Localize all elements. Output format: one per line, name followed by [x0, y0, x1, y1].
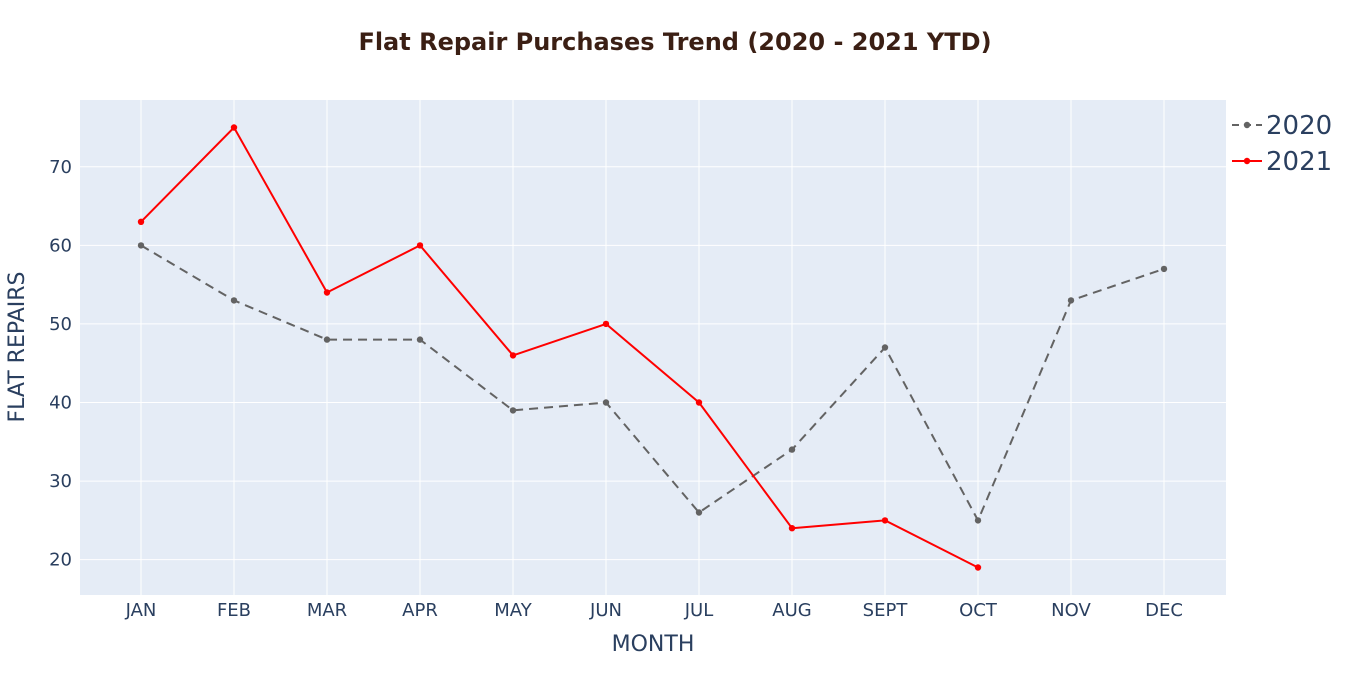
- x-axis-ticks: JAN FEB MAR APR MAY JUN JUL AUG SEPT OCT NOV DEC: [125, 600, 1183, 621]
- data-point-2020[interactable]: [509, 407, 517, 414]
- series-2021: [137, 124, 982, 571]
- series-layer: [137, 124, 1168, 571]
- series-2020: [137, 242, 1168, 524]
- data-point-2021[interactable]: [695, 399, 703, 406]
- x-tick-label: APR: [402, 600, 438, 621]
- legend-marker: [1243, 157, 1251, 165]
- series-line-2020: [140, 244, 1165, 522]
- x-tick-label: JUL: [684, 600, 714, 621]
- x-tick-label: JUN: [589, 600, 622, 621]
- y-tick-label: 70: [49, 157, 72, 178]
- x-tick-label: DEC: [1145, 600, 1183, 621]
- data-point-2021[interactable]: [881, 517, 889, 524]
- y-tick-label: 40: [49, 393, 72, 414]
- grid-lines: [80, 100, 1226, 595]
- data-point-2021[interactable]: [230, 124, 238, 131]
- data-point-2021[interactable]: [323, 289, 331, 296]
- data-point-2021[interactable]: [416, 242, 424, 249]
- chart-title: Flat Repair Purchases Trend (2020 - 2021…: [358, 28, 991, 56]
- data-point-2020[interactable]: [323, 336, 331, 343]
- data-point-2021[interactable]: [509, 352, 517, 359]
- legend-marker: [1243, 121, 1251, 129]
- data-point-2020[interactable]: [602, 399, 610, 406]
- legend-item-2021[interactable]: 2021: [1232, 147, 1332, 177]
- data-point-2020[interactable]: [881, 344, 889, 351]
- x-tick-label: NOV: [1051, 600, 1091, 621]
- legend-item-2020[interactable]: 2020: [1232, 111, 1332, 141]
- data-point-2020[interactable]: [974, 517, 982, 524]
- data-point-2021[interactable]: [602, 320, 610, 328]
- y-tick-label: 30: [49, 471, 72, 492]
- data-point-2021[interactable]: [974, 564, 982, 571]
- data-point-2020[interactable]: [695, 509, 703, 516]
- data-point-2020[interactable]: [137, 242, 145, 249]
- data-point-2020[interactable]: [416, 336, 424, 343]
- legend-label: 2021: [1266, 147, 1332, 177]
- x-tick-label: OCT: [959, 600, 998, 621]
- data-point-2021[interactable]: [788, 525, 796, 532]
- x-tick-label: SEPT: [863, 600, 909, 621]
- y-tick-label: 60: [49, 235, 72, 256]
- x-axis-title: MONTH: [612, 632, 695, 657]
- data-point-2020[interactable]: [230, 297, 238, 304]
- y-axis-ticks: 20 30 40 50 60 70: [49, 157, 72, 571]
- plot-area: [80, 100, 1226, 595]
- legend-label: 2020: [1266, 111, 1332, 141]
- series-line-2021: [140, 126, 979, 569]
- x-tick-label: JAN: [125, 600, 157, 621]
- x-tick-label: AUG: [772, 600, 811, 621]
- x-tick-label: MAY: [494, 600, 532, 621]
- x-tick-label: FEB: [217, 600, 251, 621]
- data-point-2020[interactable]: [788, 446, 796, 453]
- data-point-2021[interactable]: [137, 218, 145, 225]
- x-tick-label: MAR: [307, 600, 347, 621]
- data-point-2020[interactable]: [1160, 265, 1168, 273]
- data-point-2020[interactable]: [1067, 297, 1075, 304]
- legend[interactable]: 2020 2021: [1232, 111, 1332, 177]
- y-axis-title: FLAT REPAIRS: [5, 271, 30, 422]
- y-tick-label: 50: [49, 314, 72, 335]
- y-tick-label: 20: [49, 550, 72, 571]
